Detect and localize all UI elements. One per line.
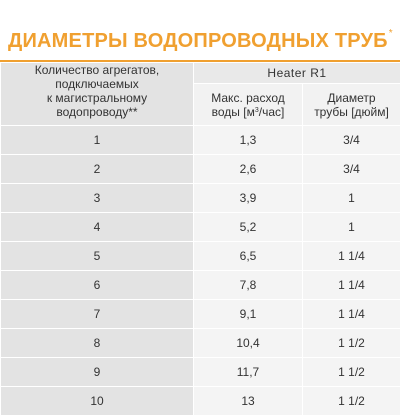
- pipe-diameter-header-line1: Диаметр: [303, 91, 400, 105]
- pipe-diameter-cell: 1 1/2: [303, 329, 400, 358]
- pipe-diameter-header-line2: трубы [дюйм]: [303, 105, 400, 119]
- max-flow-cell: 6,5: [194, 242, 303, 271]
- units-count-cell: 5: [1, 242, 194, 271]
- units-count-header-line: водопроводу**: [1, 105, 193, 119]
- title-footnote-mark: *: [389, 28, 393, 39]
- pipe-diameter-cell: 1 1/4: [303, 271, 400, 300]
- max-flow-cell: 13: [194, 387, 303, 416]
- units-count-cell: 10: [1, 387, 194, 416]
- units-count-cell: 9: [1, 358, 194, 387]
- pipe-diameter-cell: 1 1/2: [303, 358, 400, 387]
- pipe-diameter-cell: 1 1/4: [303, 242, 400, 271]
- pipe-diameter-cell: 1 1/2: [303, 387, 400, 416]
- units-count-header: Количество агрегатов, подключаемых к маг…: [1, 63, 194, 126]
- units-count-cell: 6: [1, 271, 194, 300]
- max-flow-cell: 10,4: [194, 329, 303, 358]
- max-flow-cell: 11,7: [194, 358, 303, 387]
- pipe-diameter-header: Диаметр трубы [дюйм]: [303, 84, 400, 126]
- max-flow-cell: 1,3: [194, 126, 303, 155]
- pipe-diameter-cell: 1: [303, 213, 400, 242]
- max-flow-cell: 7,8: [194, 271, 303, 300]
- units-count-cell: 8: [1, 329, 194, 358]
- max-flow-cell: 3,9: [194, 184, 303, 213]
- units-count-cell: 7: [1, 300, 194, 329]
- units-count-header-line: Количество агрегатов,: [1, 63, 193, 77]
- units-count-cell: 1: [1, 126, 194, 155]
- units-count-cell: 4: [1, 213, 194, 242]
- max-flow-cell: 2,6: [194, 155, 303, 184]
- max-flow-header: Макс. расход воды [м3/час]: [194, 84, 303, 126]
- units-count-header-line: подключаемых: [1, 77, 193, 91]
- model-header: Heater R1: [194, 63, 400, 84]
- units-count-header-line: к магистральному: [1, 91, 193, 105]
- max-flow-header-line2: воды [м3/час]: [194, 105, 302, 119]
- units-count-cell: 3: [1, 184, 194, 213]
- max-flow-header-line1: Макс. расход: [194, 91, 302, 105]
- pipe-diameter-cell: 1: [303, 184, 400, 213]
- units-count-cell: 2: [1, 155, 194, 184]
- pipe-diameter-cell: 3/4: [303, 155, 400, 184]
- pipe-diameter-cell: 1 1/4: [303, 300, 400, 329]
- page-title: ДИАМЕТРЫ ВОДОПРОВОДНЫХ ТРУБ*: [8, 30, 393, 53]
- max-flow-cell: 5,2: [194, 213, 303, 242]
- max-flow-cell: 9,1: [194, 300, 303, 329]
- pipe-diameter-cell: 3/4: [303, 126, 400, 155]
- title-text: ДИАМЕТРЫ ВОДОПРОВОДНЫХ ТРУБ: [8, 30, 388, 52]
- pipe-diameter-table: Количество агрегатов, подключаемых к маг…: [0, 62, 400, 416]
